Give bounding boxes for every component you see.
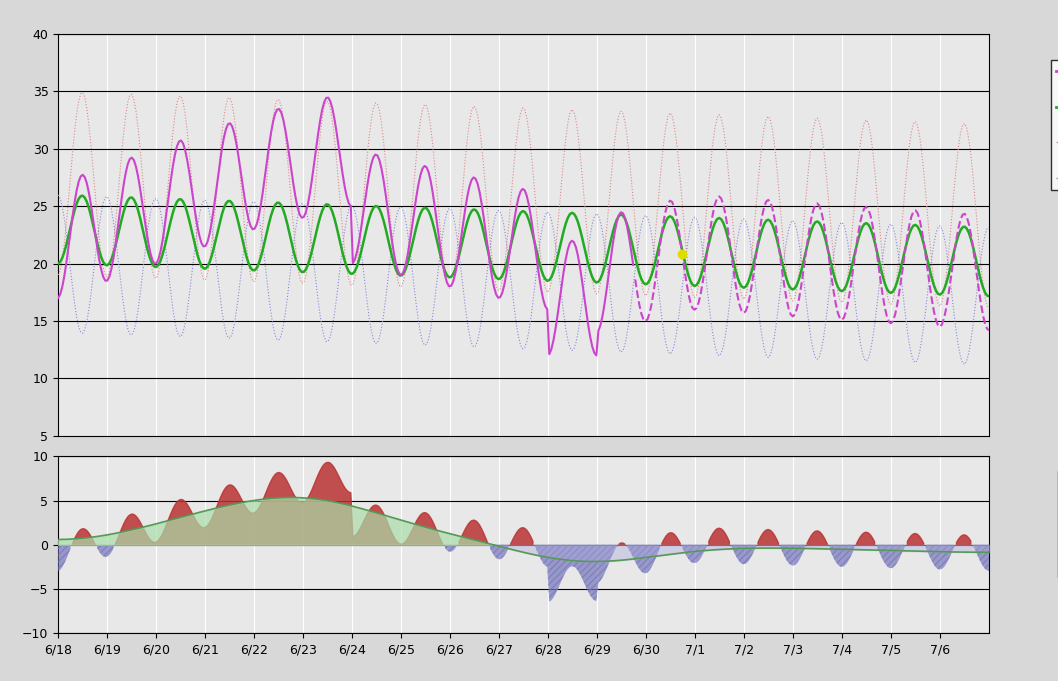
Legend: , , , : , , , [1052, 61, 1058, 190]
